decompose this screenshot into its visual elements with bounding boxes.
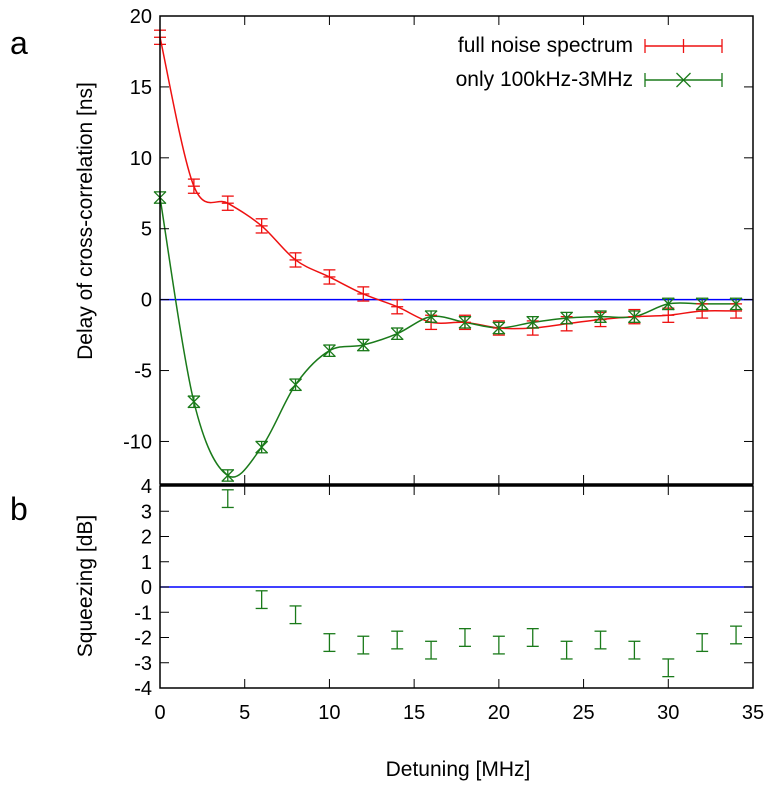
x-marker [458,315,472,329]
x-marker [594,310,607,324]
x-axis-title: Detuning [MHz] [386,758,531,781]
squeezing-point [323,633,336,653]
panel-a-axes: -10 -5 0 5 10 15 20 [123,6,754,485]
x-tick-label: 20 [488,702,510,724]
x-tick-label: 35 [742,702,764,724]
x-marker [322,344,336,358]
x-marker [255,440,269,454]
panel-a-label: a [10,25,28,61]
panel-b-y-tick-label: 0 [141,577,152,599]
x-marker [424,310,438,324]
panel-b-y-tick-label: 3 [141,501,152,523]
squeezing-point [391,630,404,650]
x-axis-tick-labels: 0 5 10 15 20 25 30 35 [154,702,764,724]
panel-b-y-tick-label: -2 [134,628,152,650]
squeezing-point [526,628,539,647]
x-marker [729,297,743,311]
panel-a-y-tick-label: 0 [141,290,152,312]
x-marker [661,297,675,311]
squeezing-point [221,489,234,509]
x-marker [627,310,641,324]
legend: full noise spectrum only 100kHz-3MHz [456,34,723,91]
panel-a-data-marks [153,29,743,482]
x-marker [695,297,709,311]
legend-sample-marker [676,72,691,88]
panel-a-y-tick-label: 20 [130,6,152,28]
squeezing-point [357,635,370,655]
panel-a-y-tick-label: 5 [141,219,152,241]
squeezing-point [289,605,302,625]
panel-a-ylabel: Delay of cross-correlation [ns] [74,82,97,360]
squeezing-point [560,640,573,660]
x-marker [390,327,404,341]
x-marker [187,395,201,409]
panel-b-data-marks [160,489,753,678]
squeezing-point [628,640,641,660]
legend-label-100khz-3mhz: only 100kHz-3MHz [456,68,633,91]
squeezing-point [425,640,438,660]
x-tick-label: 30 [657,702,679,724]
x-tick-label: 5 [239,702,250,724]
panel-a-series-lines [159,37,753,478]
squeezing-point [730,625,743,645]
squeezing-point [255,590,268,610]
panel-b-label: b [10,491,28,527]
panel-a-y-tick-label: -10 [123,431,152,453]
panel-a: Delay of cross-correlation [ns] -10 -5 0 5 1… [74,6,754,485]
series-line-0 [159,37,737,330]
x-marker [356,338,370,352]
squeezing-point [696,633,709,653]
x-tick-label: 0 [154,702,165,724]
panel-b-y-tick-label: -3 [134,653,152,675]
series-line-1 [159,197,737,478]
x-marker [221,469,235,482]
x-tick-label: 15 [403,702,425,724]
x-marker [492,321,506,335]
panel-a-y-tick-label: 10 [130,148,152,170]
panel-b-axes: -4 -3 -2 -1 0 1 2 3 4 [134,476,754,700]
x-marker [560,311,574,325]
panel-b-y-tick-label: 4 [141,476,152,498]
panel-a-y-tick-label: -5 [134,361,152,383]
x-tick-label: 10 [318,702,340,724]
panel-a-y-tick-label: 15 [130,77,152,99]
x-tick-label: 25 [572,702,594,724]
panel-b-ylabel: Squeezing [dB] [74,515,97,657]
panel-b-y-tick-label: -1 [134,602,152,624]
panel-b-y-tick-label: -4 [134,678,152,700]
squeezing-point [662,658,675,678]
panel-b: Squeezing [dB] -4 -3 -2 -1 0 1 2 3 4 [74,476,754,700]
squeezing-point [492,635,505,655]
squeezing-point [458,628,471,647]
squeezing-point [594,630,607,650]
x-marker [526,315,540,329]
legend-samples [644,39,723,88]
x-marker [289,378,303,392]
legend-label-full-noise: full noise spectrum [458,34,633,57]
panel-b-y-tick-label: 2 [141,527,152,549]
panel-b-y-tick-label: 1 [141,552,152,574]
